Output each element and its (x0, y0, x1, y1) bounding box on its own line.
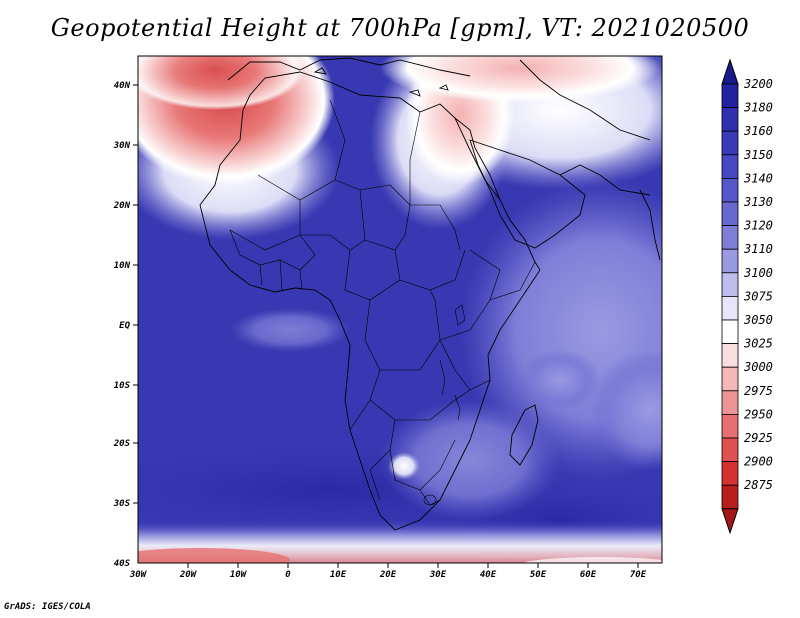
colorbar: 3200 3180 3160 3150 3140 3130 3120 3110 3100 3075… (721, 58, 773, 535)
lat-label: EQ (119, 321, 130, 331)
colorbar-level-label: 3025 (743, 337, 773, 351)
colorbar-level-label: 3110 (743, 242, 773, 256)
colorbar-level-label: 3200 (743, 77, 773, 91)
map-frame (137, 55, 663, 564)
colorbar-swatch (721, 413, 739, 439)
country-borders (229, 99, 536, 506)
colorbar-level-label: 2900 (744, 455, 773, 469)
colorbar-swatch (721, 154, 739, 179)
colorbar-bottom-arrow (721, 508, 739, 535)
colorbar-swatch (721, 107, 739, 132)
colorbar-level-label: 3150 (743, 148, 773, 162)
colorbar-swatch (721, 461, 739, 486)
colorbar-swatch (721, 248, 739, 274)
lon-label: 30W (129, 570, 148, 580)
coastlines (199, 57, 661, 531)
colorbar-swatch (721, 437, 739, 463)
lat-label: 40N (114, 81, 131, 91)
footer-credit: GrADS: IGES/COLA (4, 602, 91, 612)
colorbar-level-label: 3120 (743, 219, 773, 233)
lon-label: 60E (580, 570, 597, 580)
colorbar-level-label: 2975 (744, 384, 773, 398)
colorbar-level-label: 3180 (743, 101, 773, 115)
height-field (138, 56, 662, 563)
colorbar-top-arrow (721, 58, 739, 85)
lon-label: 0 (285, 570, 291, 580)
lat-label: 20N (113, 201, 131, 211)
colorbar-swatch (721, 201, 739, 227)
colorbar-level-label: 3000 (743, 360, 773, 374)
colorbar-swatch (721, 83, 739, 109)
lon-label: 70E (630, 570, 647, 580)
colorbar-level-label: 3100 (743, 266, 773, 280)
colorbar-swatch (721, 319, 739, 345)
lat-label: 10N (114, 261, 131, 271)
lat-label: 30S (113, 499, 131, 509)
lon-label: 30E (429, 570, 447, 580)
colorbar-level-label: 3050 (743, 313, 773, 327)
colorbar-swatch (721, 484, 739, 510)
colorbar-level-label: 2925 (744, 431, 773, 445)
lat-label: 20S (113, 439, 131, 449)
longitude-labels: 30W 20W 10W 0 10E 20E 30E 40E 50E 60E 70… (129, 570, 647, 580)
latitude-labels: 40N 30N 20N 10N EQ 10S 20S 30S 40S (113, 81, 131, 569)
colorbar-swatch (721, 343, 739, 368)
lat-label: 10S (114, 381, 131, 391)
colorbar-swatch (721, 225, 739, 250)
colorbar-level-label: 3140 (743, 171, 773, 185)
colorbar-level-label: 2950 (744, 407, 773, 421)
colorbar-swatch (721, 130, 739, 156)
colorbar-level-label: 3130 (743, 195, 773, 209)
tick-marks (133, 84, 639, 568)
lon-label: 10E (330, 570, 347, 580)
colorbar-level-label: 3160 (743, 124, 773, 138)
lon-label: 10W (230, 570, 248, 580)
lat-label: 30N (113, 141, 131, 151)
lat-label: 40S (114, 559, 131, 569)
colorbar-level-label: 2875 (744, 478, 773, 492)
map-title: Geopotential Height at 700hPa [gpm], VT:… (50, 14, 750, 42)
colorbar-swatch (721, 366, 739, 392)
colorbar-swatch (721, 177, 739, 203)
colorbar-swatch (721, 272, 739, 297)
colorbar-swatch (721, 295, 739, 321)
lon-label: 40E (480, 570, 497, 580)
colorbar-swatch (721, 390, 739, 415)
lon-label: 20W (179, 570, 198, 580)
colorbar-level-label: 3075 (743, 289, 773, 303)
lon-label: 50E (530, 570, 547, 580)
lon-label: 20E (379, 570, 397, 580)
